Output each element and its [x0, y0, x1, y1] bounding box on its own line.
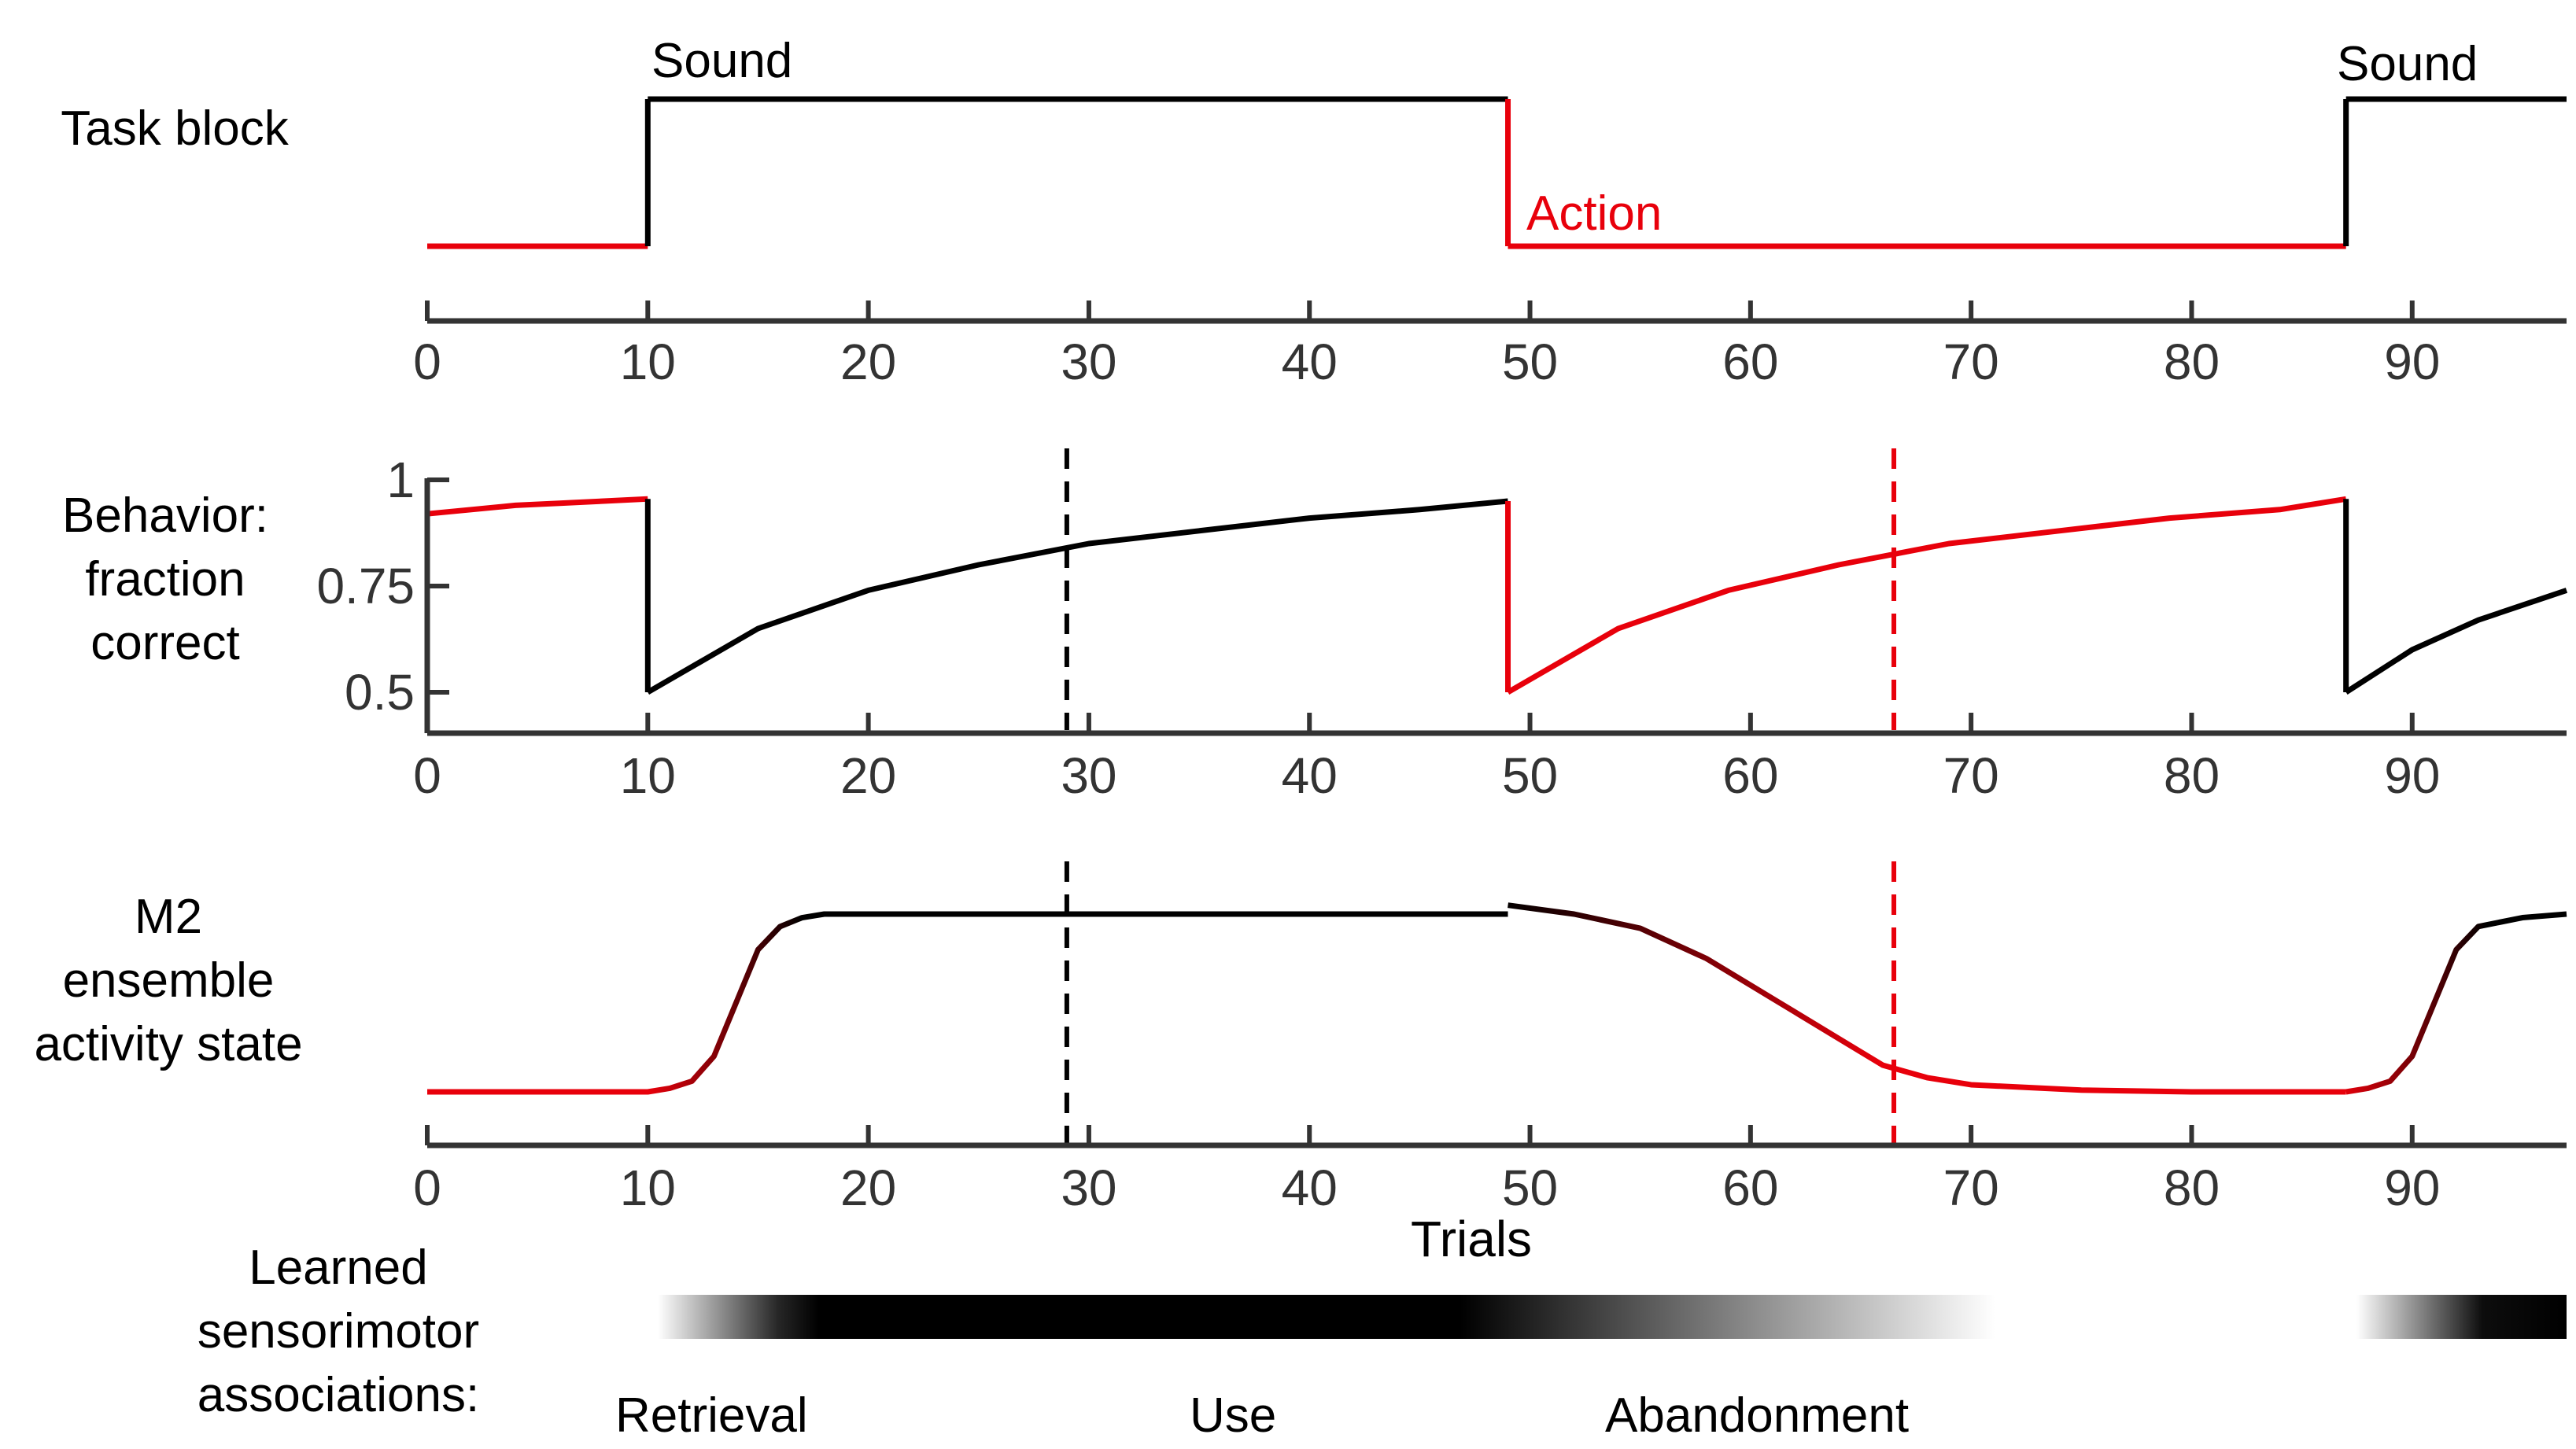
panel-task-block: 0 10 20 30 40 50 60 70 80 90 Sound Action Sound [413, 34, 2567, 390]
task-block-x-tick-label-50: 50 [1502, 334, 1558, 390]
behavior-series-0 [426, 496, 648, 517]
task-block-x-axis: 0 10 20 30 40 50 60 70 80 90 [413, 300, 2567, 390]
task-block-x-tick-label-10: 10 [620, 334, 676, 390]
behavior-x-tick-label-40: 40 [1282, 747, 1338, 804]
phase-label-abandonment: Abandonment [1605, 1388, 1909, 1443]
m2-x-tick-label-80: 80 [2164, 1160, 2220, 1216]
behavior-series-3 [2344, 588, 2568, 695]
associations-label-line-2: sensorimotor [197, 1304, 479, 1359]
behavior-y-tick-label-1: 0.75 [316, 558, 415, 614]
behavior-x-tick-label-50: 50 [1502, 747, 1558, 804]
m2-x-tick-label-40: 40 [1282, 1160, 1338, 1216]
behavior-y-tick-label-0: 1 [386, 452, 415, 508]
row-label-m2: M2 ensemble activity state [34, 890, 302, 1071]
behavior-traces [426, 448, 2568, 730]
behavior-x-tick-label-20: 20 [840, 747, 896, 804]
annotation-sound-1: Sound [651, 34, 792, 88]
behavior-x-tick-label-80: 80 [2164, 747, 2220, 804]
row-label-behavior-line-1: Behavior: [62, 489, 268, 543]
task-block-x-tick-label-80: 80 [2164, 334, 2220, 390]
m2-x-tick-label-30: 30 [1061, 1160, 1116, 1216]
m2-x-tick-label-70: 70 [1943, 1160, 1999, 1216]
behavior-series-2 [1506, 496, 2347, 695]
row-label-task-block: Task block [61, 101, 289, 156]
phase-label-use: Use [1190, 1388, 1276, 1443]
task-block-x-tick-label-0: 0 [413, 334, 441, 390]
task-block-x-tick-label-20: 20 [840, 334, 896, 390]
row-label-m2-line-1: M2 [135, 890, 202, 944]
behavior-x-tick-label-30: 30 [1061, 747, 1116, 804]
panel-behavior: 1 0.75 0.5 0 10 20 30 40 50 60 70 80 90 [316, 448, 2568, 804]
associations-label-line-1: Learned [249, 1241, 428, 1295]
annotation-action: Action [1526, 186, 1662, 241]
task-block-x-tick-label-30: 30 [1061, 334, 1116, 390]
behavior-x-tick-label-10: 10 [620, 747, 676, 804]
behavior-x-tick-label-70: 70 [1943, 747, 1999, 804]
task-block-x-tick-label-90: 90 [2384, 334, 2440, 390]
m2-x-tick-label-90: 90 [2384, 1160, 2440, 1216]
m2-x-axis: 0 10 20 30 40 50 60 70 80 90 [413, 1125, 2567, 1216]
row-label-task-block-line: Task block [61, 101, 289, 156]
row-label-m2-line-3: activity state [34, 1017, 302, 1071]
row-label-m2-line-2: ensemble [63, 953, 275, 1008]
m2-x-tick-label-20: 20 [840, 1160, 896, 1216]
task-block-x-tick-label-40: 40 [1282, 334, 1338, 390]
associations-gradient-bar-end [2356, 1295, 2567, 1339]
m2-series-1 [1508, 902, 2346, 1095]
associations-label-line-3: associations: [197, 1368, 479, 1422]
behavior-x-tick-label-90: 90 [2384, 747, 2440, 804]
m2-series-2 [2345, 911, 2567, 1095]
row-label-behavior: Behavior: fraction correct [62, 489, 268, 670]
behavior-axes: 1 0.75 0.5 0 10 20 30 40 50 60 70 80 90 [316, 452, 2567, 804]
annotation-sound-2: Sound [2337, 37, 2478, 91]
associations-section: Learned sensorimotor associations: Retri… [197, 1241, 2567, 1443]
task-block-x-tick-label-60: 60 [1722, 334, 1778, 390]
m2-series-0 [427, 911, 1508, 1095]
x-axis-label-trials: Trials [1411, 1211, 1532, 1267]
task-block-x-tick-label-70: 70 [1943, 334, 1999, 390]
behavior-y-tick-label-2: 0.5 [345, 664, 415, 721]
behavior-series-1 [646, 498, 1508, 695]
row-label-behavior-line-2: fraction [85, 552, 245, 607]
m2-x-tick-label-50: 50 [1502, 1160, 1558, 1216]
behavior-x-tick-label-60: 60 [1722, 747, 1778, 804]
row-label-behavior-line-3: correct [90, 616, 239, 670]
m2-x-tick-label-10: 10 [620, 1160, 676, 1216]
m2-traces [427, 861, 2567, 1145]
associations-gradient-bar-main [658, 1295, 1995, 1339]
task-block-traces [427, 96, 2567, 249]
behavior-x-tick-label-0: 0 [413, 747, 441, 804]
panel-m2-ensemble: 0 10 20 30 40 50 60 70 80 90 Trials [413, 861, 2567, 1267]
phase-label-retrieval: Retrieval [615, 1388, 808, 1443]
m2-x-tick-label-0: 0 [413, 1160, 441, 1216]
m2-x-tick-label-60: 60 [1722, 1160, 1778, 1216]
